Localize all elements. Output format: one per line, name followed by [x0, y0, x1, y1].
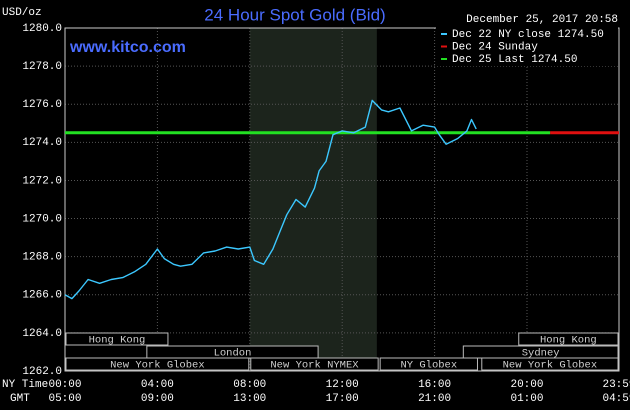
y-tick-label: 1278.0 [22, 61, 62, 73]
legend-label: Dec 25 Last 1274.50 [452, 54, 577, 66]
session-box [65, 332, 169, 346]
session-label: Hong Kong [89, 334, 146, 346]
x-tick-label: 04:00 [141, 379, 174, 391]
x-tick-label: 23:59 [602, 379, 630, 391]
y-tick-label: 1266.0 [22, 290, 62, 302]
x2-tick-label: 13:00 [233, 393, 266, 405]
x-tick-label: 20:00 [510, 379, 543, 391]
x-tick-label: 12:00 [326, 379, 359, 391]
x2-tick-label: 17:00 [326, 393, 359, 405]
session-highlight [249, 28, 377, 371]
session-box [65, 357, 250, 371]
x2-tick-label: 09:00 [141, 393, 174, 405]
x-axis-label: NY Time [2, 379, 48, 391]
legend-label: Dec 24 Sunday [452, 41, 538, 53]
session-box [481, 357, 619, 371]
x2-tick-label: 21:00 [418, 393, 451, 405]
session-box [379, 357, 478, 371]
session-label: New York Globex [110, 359, 205, 371]
session-label: Hong Kong [540, 334, 597, 346]
timestamp: December 25, 2017 20:58 [466, 14, 618, 26]
x2-axis-label: GMT [10, 393, 30, 405]
x-tick-label: 08:00 [233, 379, 266, 391]
session-label: NY Globex [400, 359, 457, 371]
session-label: New York Globex [503, 359, 598, 371]
x2-tick-label: 04:59 [602, 393, 630, 405]
session-label: New York NYMEX [270, 359, 359, 371]
website: www.kitco.com [69, 39, 186, 56]
x2-tick-label: 05:00 [48, 393, 81, 405]
x-tick-label: 16:00 [418, 379, 451, 391]
session-label: Sydney [522, 347, 560, 359]
x-tick-label: 00:00 [48, 379, 81, 391]
legend-box [436, 26, 618, 66]
session-box [250, 357, 379, 371]
x2-tick-label: 01:00 [510, 393, 543, 405]
y-tick-label: 1272.0 [22, 175, 62, 187]
session-label: London [214, 347, 252, 359]
legend-label: Dec 22 NY close 1274.50 [452, 29, 604, 41]
y-tick-label: 1264.0 [22, 328, 62, 340]
y-tick-label: 1262.0 [22, 366, 62, 378]
price-line [64, 99, 477, 300]
y-tick-label: 1270.0 [22, 213, 62, 225]
y-tick-label: 1280.0 [22, 23, 62, 35]
y-tick-label: 1276.0 [22, 99, 62, 111]
y-tick-label: 1274.0 [22, 137, 62, 149]
session-box [518, 332, 619, 346]
y-tick-label: 1268.0 [22, 252, 62, 264]
y-axis-label: USD/oz [2, 7, 42, 19]
plot-border [64, 27, 620, 372]
chart-title: 24 Hour Spot Gold (Bid) [204, 5, 385, 24]
